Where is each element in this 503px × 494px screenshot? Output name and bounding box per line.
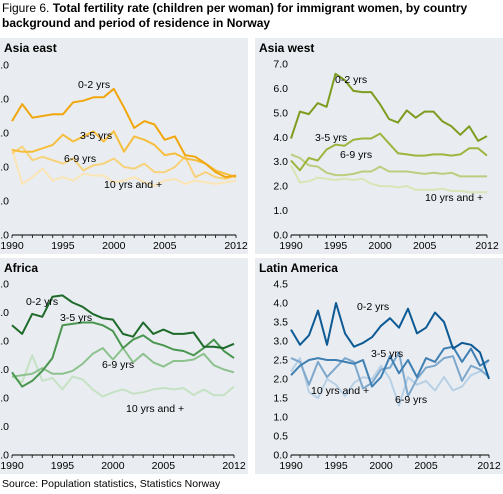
figure-title: Figure 6. Total fertility rate (children… xyxy=(2,1,497,31)
y-tick-label: 2.0 xyxy=(273,374,288,386)
chart-latin-america: 0.0 0.5 1.0 1.5 2.0 2.5 3.0 3.5 4.0 4.5 1990 1995 20… xyxy=(273,279,501,473)
y-tick-label: 0.0 xyxy=(273,230,288,242)
chart-asia-east: 0.0 1.0 2.0 3.0 4.0 5.0 1990 1995 2000 2005 2012 0-… xyxy=(0,60,248,253)
x-tick-label: 1990 xyxy=(279,460,303,472)
x-tick-label: 1990 xyxy=(279,240,303,252)
series-line xyxy=(290,72,488,142)
series-line xyxy=(11,87,237,179)
x-tick-label: 2000 xyxy=(368,240,392,252)
x-tick-label: 2005 xyxy=(152,460,176,472)
panel-africa: Africa 0.0 1.0 2.0 3.0 4.0 5.0 6.0 1990 1995 2000… xyxy=(0,258,248,474)
y-tick-label: 5.0 xyxy=(0,60,9,72)
series-label: 10 yrs and + xyxy=(425,192,483,204)
series-label: 10 yrs and + xyxy=(126,403,184,415)
y-tick-label: 4.0 xyxy=(0,336,9,348)
y-tick-label: 0.0 xyxy=(273,450,288,462)
y-tick-label: 1.5 xyxy=(273,393,288,405)
x-tick-label: 1995 xyxy=(324,240,348,252)
series-line xyxy=(290,302,490,380)
x-tick-label: 2012 xyxy=(477,460,501,472)
x-tick-label: 1990 xyxy=(0,240,24,252)
series-label: 10 yrs and + xyxy=(104,179,162,191)
series-line xyxy=(290,164,487,194)
y-tick-label: 4.0 xyxy=(0,94,9,106)
figure-label: Figure 6. xyxy=(2,1,50,15)
y-tick-label: 3.5 xyxy=(273,317,288,329)
y-tick-label: 0.0 xyxy=(0,230,9,242)
x-tick-label: 2012 xyxy=(224,240,248,252)
y-tick-label: 1.0 xyxy=(273,205,288,217)
y-tick-label: 3.0 xyxy=(273,156,288,168)
series-line xyxy=(11,145,237,180)
series-line xyxy=(290,351,490,398)
series-label: 6-9 yrs xyxy=(395,394,427,406)
x-tick-label: 2000 xyxy=(101,460,125,472)
y-tick-label: 1.0 xyxy=(0,196,9,208)
series-label: 3-5 yrs xyxy=(80,130,112,142)
series-label: 6-9 yrs xyxy=(102,359,134,371)
x-tick-label: 2000 xyxy=(369,460,393,472)
series-label: 3-5 yrs xyxy=(315,132,347,144)
y-tick-label: 2.0 xyxy=(0,393,9,405)
series-line xyxy=(290,345,490,388)
x-tick-label: 1995 xyxy=(51,460,75,472)
series-label: 3-5 yrs xyxy=(60,312,92,324)
x-tick-label: 2000 xyxy=(102,240,126,252)
chart-asia-west: 0.0 1.0 2.0 3.0 4.0 5.0 6.0 7.0 1990 1995 2000 2005… xyxy=(273,59,499,253)
series-label: 0-2 yrs xyxy=(78,79,110,91)
series-label: 0-2 yrs xyxy=(357,301,389,313)
y-tick-label: 3.0 xyxy=(0,364,9,376)
y-tick-label: 5.0 xyxy=(273,107,288,119)
chart-africa: 0.0 1.0 2.0 3.0 4.0 5.0 6.0 1990 1995 2000 2005 201… xyxy=(0,279,246,473)
y-tick-label: 1.0 xyxy=(0,421,9,433)
series-line xyxy=(11,148,237,187)
x-tick-label: 2005 xyxy=(153,240,177,252)
y-tick-label: 2.0 xyxy=(273,181,288,193)
y-tick-label: 7.0 xyxy=(273,59,288,71)
series-label: 0-2 yrs xyxy=(26,296,58,308)
panel-title: Latin America xyxy=(259,261,338,275)
y-tick-label: 0.0 xyxy=(0,450,9,462)
panel-asia-west: Asia west 0.0 1.0 2.0 3.0 4.0 5.0 6.0 7.0 1990 19… xyxy=(255,38,503,254)
y-tick-label: 5.0 xyxy=(0,307,9,319)
figure-title-text: Total fertility rate (children per woman… xyxy=(2,1,468,30)
series-label: 6-9 yrs xyxy=(64,153,96,165)
x-tick-label: 2005 xyxy=(413,240,437,252)
y-tick-label: 3.0 xyxy=(0,128,9,140)
x-tick-label: 2005 xyxy=(414,460,438,472)
panel-title: Asia east xyxy=(4,41,57,55)
x-tick-label: 1995 xyxy=(324,460,348,472)
x-tick-label: 2012 xyxy=(475,240,499,252)
panel-title: Africa xyxy=(4,261,39,275)
x-tick-label: 1990 xyxy=(0,460,24,472)
x-tick-label: 2012 xyxy=(222,460,246,472)
y-tick-label: 2.0 xyxy=(0,162,9,174)
y-tick-label: 3.0 xyxy=(273,336,288,348)
series-label: 3-5 yrs xyxy=(371,348,403,360)
x-tick-label: 1995 xyxy=(51,240,75,252)
y-tick-label: 1.0 xyxy=(273,412,288,424)
series-label: 0-2 yrs xyxy=(335,74,367,86)
series-label: 6-9 yrs xyxy=(340,149,372,161)
source-note: Source: Population statistics, Statistic… xyxy=(2,478,221,490)
y-tick-label: 6.0 xyxy=(0,279,9,291)
series-line xyxy=(290,132,488,172)
series-line xyxy=(290,357,490,407)
y-tick-label: 4.0 xyxy=(273,298,288,310)
y-tick-label: 4.5 xyxy=(273,279,288,291)
y-tick-label: 2.5 xyxy=(273,355,288,367)
panel-asia-east: Asia east 0.0 1.0 2.0 3.0 4.0 5.0 1990 1995 2000… xyxy=(0,38,248,254)
series-line xyxy=(11,321,235,388)
panel-title: Asia west xyxy=(259,41,315,55)
y-tick-label: 4.0 xyxy=(273,132,288,144)
series-line xyxy=(11,130,237,179)
y-tick-label: 6.0 xyxy=(273,83,288,95)
series-label: 10 yrs and + xyxy=(311,385,369,397)
series-line xyxy=(290,153,487,178)
series-line xyxy=(11,294,235,350)
y-tick-label: 0.5 xyxy=(273,431,288,443)
series-line xyxy=(11,354,235,398)
panel-latin-america: Latin America 0.0 0.5 1.0 1.5 2.0 2.5 3.0 3.5 4.… xyxy=(255,258,503,474)
